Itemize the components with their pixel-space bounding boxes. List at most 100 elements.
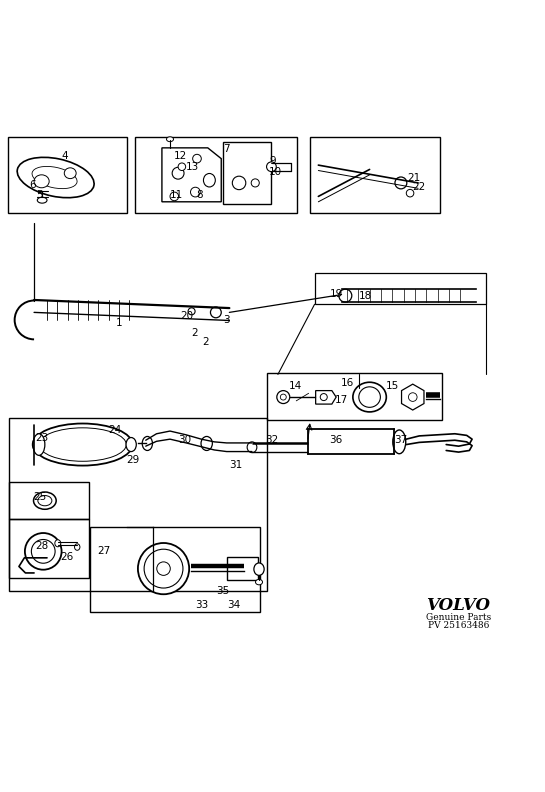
Ellipse shape [201,436,213,451]
Text: 31: 31 [229,460,243,470]
Text: 25: 25 [33,493,46,502]
Ellipse shape [178,163,186,170]
Ellipse shape [167,137,173,142]
Ellipse shape [32,166,77,188]
Ellipse shape [277,390,290,404]
Text: 34: 34 [227,600,240,611]
Ellipse shape [55,540,61,546]
Text: 9: 9 [269,156,276,166]
Ellipse shape [395,177,407,188]
Text: 21: 21 [407,173,420,182]
Ellipse shape [256,580,263,584]
Bar [223,143,271,204]
Bar [227,557,258,581]
Text: 29: 29 [126,455,140,465]
Text: 2: 2 [191,328,198,338]
Ellipse shape [33,434,45,455]
Ellipse shape [408,393,417,402]
Ellipse shape [188,308,195,314]
Text: 12: 12 [174,151,187,161]
Ellipse shape [37,197,47,204]
Ellipse shape [17,158,94,198]
Ellipse shape [406,189,414,197]
Ellipse shape [280,394,286,400]
Bar [8,137,127,212]
Ellipse shape [193,154,201,163]
Bar [135,137,297,212]
Ellipse shape [75,544,80,550]
Ellipse shape [353,383,386,412]
Text: 32: 32 [265,436,278,445]
Ellipse shape [126,437,136,451]
Text: 30: 30 [179,436,192,445]
Text: Genuine Parts: Genuine Parts [426,613,491,622]
Text: 15: 15 [386,381,399,391]
Bar [9,519,89,578]
Text: 28: 28 [35,541,49,551]
Text: 22: 22 [413,181,426,192]
Ellipse shape [142,436,153,451]
Text: 2: 2 [202,337,208,347]
Ellipse shape [267,162,276,172]
Ellipse shape [247,442,257,453]
Text: 10: 10 [269,167,282,177]
Ellipse shape [254,563,264,575]
Ellipse shape [144,549,183,588]
Text: 17: 17 [335,394,348,405]
Text: PV 25163486: PV 25163486 [428,621,489,630]
Text: 19: 19 [330,288,343,299]
Text: 13: 13 [186,162,199,172]
Text: 4: 4 [62,151,68,161]
Text: 35: 35 [216,586,229,596]
Polygon shape [162,148,221,202]
Ellipse shape [251,179,259,187]
Ellipse shape [157,562,170,575]
Text: 18: 18 [359,291,372,301]
Text: 24: 24 [108,425,122,435]
Ellipse shape [172,167,184,179]
Text: 26: 26 [60,552,73,562]
Ellipse shape [320,394,327,401]
Polygon shape [402,384,424,410]
Text: 14: 14 [288,381,302,391]
Ellipse shape [34,175,49,188]
Text: 11: 11 [170,190,183,200]
Ellipse shape [34,492,56,509]
Text: 33: 33 [195,600,208,611]
Text: 7: 7 [223,144,230,154]
Text: 3: 3 [223,315,230,326]
Ellipse shape [359,386,380,407]
Ellipse shape [64,168,76,179]
Text: 20: 20 [181,311,194,322]
Ellipse shape [38,496,52,506]
Text: 36: 36 [330,436,343,445]
Bar [90,527,260,611]
Polygon shape [316,390,336,404]
Text: VOLVO: VOLVO [427,597,490,614]
Bar [314,273,486,304]
Ellipse shape [210,307,221,318]
Text: 37: 37 [394,436,408,445]
Bar [267,373,443,421]
Text: 5: 5 [36,190,43,200]
Ellipse shape [39,428,126,461]
Ellipse shape [32,539,55,563]
Ellipse shape [191,187,200,197]
Text: 8: 8 [196,190,203,200]
Ellipse shape [25,533,62,569]
Ellipse shape [393,430,405,454]
Text: 27: 27 [98,546,111,556]
Text: 23: 23 [35,433,49,443]
Ellipse shape [203,173,215,187]
Ellipse shape [170,192,179,200]
Ellipse shape [232,176,246,189]
Bar [310,137,440,212]
Ellipse shape [339,289,352,302]
Ellipse shape [138,543,189,594]
Text: 16: 16 [340,378,354,387]
Text: 1: 1 [116,318,122,328]
Bar [9,417,267,592]
Text: 6: 6 [29,180,36,189]
Bar [9,482,89,519]
Ellipse shape [33,424,132,466]
